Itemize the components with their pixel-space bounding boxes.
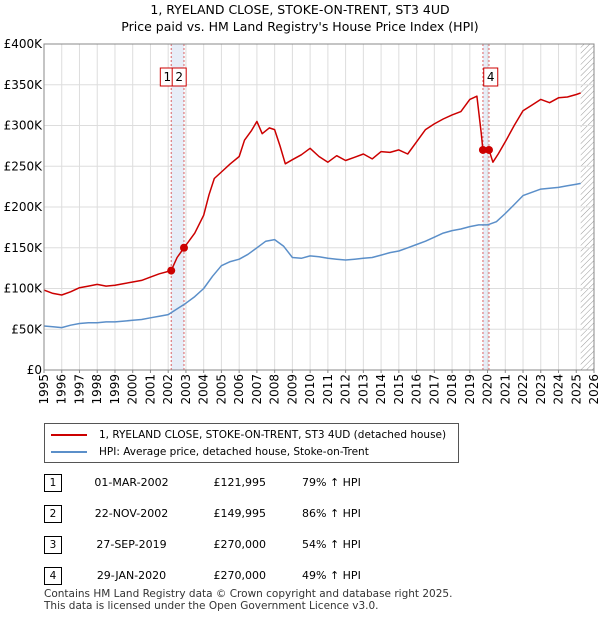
x-tick-label: 2014 bbox=[374, 374, 388, 405]
row-hpi: 49% ↑ HPI bbox=[302, 569, 361, 582]
x-tick-label: 2016 bbox=[410, 374, 424, 405]
x-tick-label: 1997 bbox=[72, 374, 86, 405]
table-row: 4 29-JAN-2020 £270,000 49% ↑ HPI bbox=[44, 567, 464, 587]
x-tick-label: 2023 bbox=[534, 374, 548, 405]
x-tick-label: 2005 bbox=[214, 374, 228, 405]
x-tick-label: 1996 bbox=[55, 374, 69, 405]
y-tick-label: £400K bbox=[4, 37, 44, 51]
x-tick-label: 2001 bbox=[143, 374, 157, 405]
y-tick-label: £0 bbox=[27, 363, 42, 377]
footer-copyright: Contains HM Land Registry data © Crown c… bbox=[44, 588, 453, 600]
marker-label-text: 4 bbox=[487, 70, 495, 84]
row-number-badge: 2 bbox=[44, 505, 62, 523]
row-date: 01-MAR-2002 bbox=[94, 476, 169, 489]
marker-label-box: 4 bbox=[483, 67, 499, 87]
y-tick-label: £50K bbox=[11, 322, 43, 336]
x-tick-label: 2007 bbox=[250, 374, 264, 405]
property-price-line bbox=[43, 92, 581, 296]
table-row: 3 27-SEP-2019 £270,000 54% ↑ HPI bbox=[44, 536, 464, 556]
x-tick-label: 2006 bbox=[232, 374, 246, 405]
plot-frame bbox=[43, 43, 595, 371]
x-tick-label: 2003 bbox=[179, 374, 193, 405]
sale-point bbox=[167, 266, 176, 275]
footer: Contains HM Land Registry data © Crown c… bbox=[44, 588, 453, 612]
marker-label-border bbox=[483, 67, 499, 87]
table-row: 1 01-MAR-2002 £121,995 79% ↑ HPI bbox=[44, 474, 464, 494]
hpi-line bbox=[43, 182, 581, 329]
legend-swatch-hpi bbox=[51, 451, 87, 453]
row-number-badge: 4 bbox=[44, 567, 62, 585]
row-date: 22-NOV-2002 bbox=[94, 507, 169, 520]
chart-title: 1, RYELAND CLOSE, STOKE-ON-TRENT, ST3 4U… bbox=[150, 2, 450, 17]
row-hpi: 54% ↑ HPI bbox=[302, 538, 361, 551]
row-price: £149,995 bbox=[213, 507, 267, 520]
x-tick-label: 1998 bbox=[90, 374, 104, 405]
legend-item-hpi: HPI: Average price, detached house, Stok… bbox=[51, 444, 369, 460]
x-tick-label: 2021 bbox=[498, 374, 512, 405]
y-tick-label: £300K bbox=[4, 119, 44, 133]
marker-label-text: 2 bbox=[175, 70, 183, 84]
row-hpi: 86% ↑ HPI bbox=[302, 507, 361, 520]
legend-item-property: 1, RYELAND CLOSE, STOKE-ON-TRENT, ST3 4U… bbox=[51, 427, 446, 443]
row-number-badge: 3 bbox=[44, 536, 62, 554]
marker-label-box: 2 bbox=[171, 67, 187, 87]
y-tick-label: £350K bbox=[4, 78, 44, 92]
x-tick-label: 2017 bbox=[427, 374, 441, 405]
y-tick-label: £200K bbox=[4, 200, 44, 214]
row-price: £270,000 bbox=[213, 569, 267, 582]
x-tick-label: 2012 bbox=[339, 374, 353, 405]
x-tick-label: 2009 bbox=[285, 374, 299, 405]
marker-label-text: 1 bbox=[163, 70, 171, 84]
x-tick-label: 2018 bbox=[445, 374, 459, 405]
x-tick-label: 2008 bbox=[268, 374, 282, 405]
row-hpi: 79% ↑ HPI bbox=[302, 476, 361, 489]
footer-licence: This data is licensed under the Open Gov… bbox=[44, 599, 379, 612]
x-tick-label: 2026 bbox=[587, 374, 600, 405]
y-tick-label: £100K bbox=[4, 282, 44, 296]
table-row: 2 22-NOV-2002 £149,995 86% ↑ HPI bbox=[44, 505, 464, 525]
row-date: 27-SEP-2019 bbox=[96, 538, 167, 551]
x-tick-label: 2019 bbox=[463, 374, 477, 405]
row-price: £121,995 bbox=[213, 476, 267, 489]
row-price: £270,000 bbox=[213, 538, 267, 551]
legend-swatch-property bbox=[51, 434, 87, 436]
x-tick-label: 2000 bbox=[126, 374, 140, 405]
x-tick-label: 2022 bbox=[516, 374, 530, 405]
x-tick-label: 2024 bbox=[552, 374, 566, 405]
x-tick-label: 2010 bbox=[303, 374, 317, 405]
legend-label-property: 1, RYELAND CLOSE, STOKE-ON-TRENT, ST3 4U… bbox=[99, 429, 447, 441]
chart-subtitle: Price paid vs. HM Land Registry's House … bbox=[121, 19, 479, 34]
x-tick-label: 2004 bbox=[197, 374, 211, 405]
x-tick-label: 2002 bbox=[161, 374, 175, 405]
x-tick-label: 1995 bbox=[37, 374, 51, 405]
y-tick-label: £150K bbox=[4, 241, 44, 255]
legend-label-hpi: HPI: Average price, detached house, Stok… bbox=[99, 446, 369, 458]
sale-point bbox=[478, 145, 487, 154]
marker-label-border bbox=[171, 67, 187, 87]
sale-point bbox=[179, 243, 188, 252]
legend: 1, RYELAND CLOSE, STOKE-ON-TRENT, ST3 4U… bbox=[44, 423, 459, 463]
x-tick-label: 2020 bbox=[481, 374, 495, 405]
x-tick-label: 2013 bbox=[356, 374, 370, 405]
x-tick-label: 2015 bbox=[392, 374, 406, 405]
row-date: 29-JAN-2020 bbox=[96, 569, 167, 582]
sale-point bbox=[484, 145, 493, 154]
row-number-badge: 1 bbox=[44, 474, 62, 492]
x-tick-label: 2011 bbox=[321, 374, 335, 405]
y-tick-label: £250K bbox=[4, 159, 44, 173]
x-tick-label: 1999 bbox=[108, 374, 122, 405]
x-tick-label: 2025 bbox=[569, 374, 583, 405]
